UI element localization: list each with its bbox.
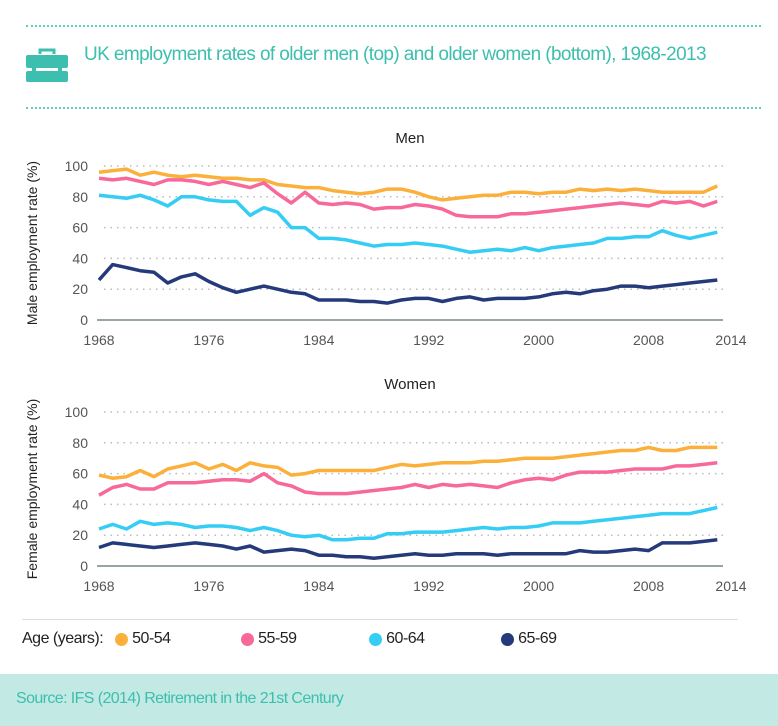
series-line-50-54 [98, 167, 719, 202]
x-tick-label: 1976 [193, 332, 224, 348]
page-title: UK employment rates of older men (top) a… [84, 44, 707, 65]
top-dotted-divider [26, 25, 761, 27]
x-tick-label: 2014 [715, 332, 746, 348]
chart-title: Men [395, 130, 424, 147]
x-tick-label: 1968 [83, 332, 114, 348]
x-tick-label: 2008 [633, 578, 664, 594]
bottom-dotted-divider [26, 107, 761, 109]
legend-item-55-59: 55-59 [241, 630, 369, 648]
y-tick-label: 100 [65, 158, 89, 174]
y-tick-label: 60 [72, 220, 88, 236]
legend-item-60-64: 60-64 [369, 630, 501, 648]
chart-title: Women [384, 376, 435, 393]
series-line-55-59 [98, 461, 718, 497]
legend-swatch [241, 632, 255, 646]
x-tick-label: 1976 [193, 578, 224, 594]
legend: Age (years): 50-54 55-59 60-64 65-69 [22, 630, 557, 648]
y-tick-label: 20 [72, 527, 88, 543]
x-tick-label: 2000 [523, 332, 554, 348]
legend-label: Age (years): [22, 630, 104, 647]
x-tick-label: 1992 [413, 332, 444, 348]
legend-swatch [369, 632, 383, 646]
legend-text: 50-54 [132, 630, 171, 647]
x-tick-label: 1984 [303, 578, 334, 594]
x-tick-label: 2014 [715, 578, 746, 594]
x-tick-label: 2000 [523, 578, 554, 594]
x-tick-label: 2008 [633, 332, 664, 348]
y-tick-label: 0 [80, 312, 88, 328]
footer: Source: IFS (2014) Retirement in the 21s… [0, 674, 778, 726]
legend-text: 55-59 [258, 630, 297, 647]
legend-text: 60-64 [386, 630, 425, 647]
y-tick-label: 20 [72, 281, 88, 297]
employment-charts: Men Male employment rate (%) 0 20 40 60 80 100 1… [24, 130, 747, 594]
y-tick-label: 100 [65, 404, 89, 420]
legend-swatch [501, 632, 515, 646]
series-line-65-69 [98, 538, 718, 561]
series-line-65-69 [97, 262, 718, 305]
legend-swatch [115, 632, 129, 646]
y-tick-label: 40 [72, 496, 88, 512]
series-line-60-64 [98, 505, 718, 542]
series-line-55-59 [98, 176, 718, 219]
y-tick-label: 40 [72, 250, 88, 266]
y-axis-label: Male employment rate (%) [24, 161, 40, 325]
y-axis-label: Female employment rate (%) [24, 399, 40, 580]
x-tick-label: 1968 [83, 578, 114, 594]
y-tick-label: 80 [72, 189, 88, 205]
legend-item-50-54: 50-54 [115, 630, 241, 648]
y-tick-label: 0 [80, 558, 88, 574]
series-line-60-64 [98, 193, 718, 254]
legend-item-65-69: 65-69 [501, 630, 557, 648]
legend-divider [22, 619, 738, 620]
y-tick-label: 60 [72, 466, 88, 482]
series-line-50-54 [98, 445, 718, 480]
briefcase-icon [26, 48, 68, 82]
x-tick-label: 1984 [303, 332, 334, 348]
source-text: Source: IFS (2014) Retirement in the 21s… [16, 690, 344, 707]
y-tick-label: 80 [72, 435, 88, 451]
legend-text: 65-69 [518, 630, 557, 647]
x-tick-label: 1992 [413, 578, 444, 594]
